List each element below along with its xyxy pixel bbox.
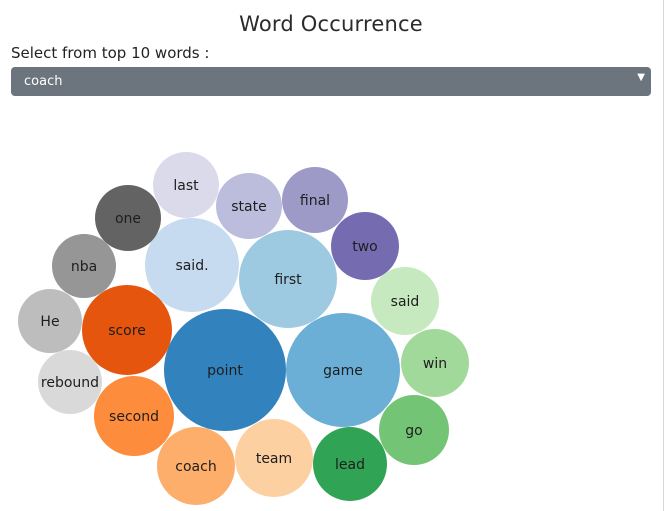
bubble-circle bbox=[286, 313, 400, 427]
bubble-label: one bbox=[115, 211, 141, 227]
bubble-label: said bbox=[391, 294, 420, 310]
bubble-circle bbox=[95, 185, 161, 251]
bubble-final: final bbox=[282, 167, 348, 233]
bubble-circle bbox=[331, 212, 399, 280]
bubble-circle bbox=[371, 267, 439, 335]
bubble-circle bbox=[157, 427, 235, 505]
chevron-down-icon: ▼ bbox=[637, 72, 645, 83]
bubble-said: said. bbox=[145, 218, 239, 312]
bubble-point: point bbox=[164, 309, 286, 431]
bubble-label: nba bbox=[71, 259, 97, 275]
bubble-label: two bbox=[352, 239, 378, 255]
bubble-label: score bbox=[108, 323, 146, 339]
bubble-circle bbox=[145, 218, 239, 312]
bubble-label: win bbox=[423, 356, 447, 372]
bubble-he: He bbox=[18, 289, 82, 353]
select-label: Select from top 10 words : bbox=[11, 44, 210, 62]
bubble-said: said bbox=[371, 267, 439, 335]
bubble-circle bbox=[282, 167, 348, 233]
bubble-label: said. bbox=[175, 258, 208, 274]
word-select-value: coach bbox=[24, 74, 63, 89]
bubble-circle bbox=[379, 395, 449, 465]
bubble-rebound: rebound bbox=[38, 350, 102, 414]
bubble-nba: nba bbox=[52, 234, 116, 298]
bubble-label: state bbox=[231, 199, 266, 215]
bubble-label: final bbox=[300, 193, 330, 209]
bubble-label: first bbox=[274, 272, 302, 288]
bubble-circle bbox=[82, 285, 172, 375]
bubble-go: go bbox=[379, 395, 449, 465]
bubble-label: go bbox=[405, 423, 422, 439]
bubble-two: two bbox=[331, 212, 399, 280]
bubble-label: team bbox=[256, 451, 292, 467]
bubble-second: second bbox=[94, 376, 174, 456]
bubble-label: game bbox=[323, 363, 363, 379]
bubble-win: win bbox=[401, 329, 469, 397]
page-title: Word Occurrence bbox=[239, 12, 423, 36]
bubble-first: first bbox=[239, 230, 337, 328]
bubble-label: last bbox=[173, 178, 199, 194]
bubble-coach: coach bbox=[157, 427, 235, 505]
bubble-circle bbox=[38, 350, 102, 414]
bubble-circle bbox=[313, 427, 387, 501]
bubble-circle bbox=[164, 309, 286, 431]
bubble-circle bbox=[239, 230, 337, 328]
bubble-label: coach bbox=[175, 459, 216, 475]
bubble-state: state bbox=[216, 173, 282, 239]
bubble-circle bbox=[153, 152, 219, 218]
bubble-circle bbox=[94, 376, 174, 456]
bubble-circle bbox=[52, 234, 116, 298]
divider bbox=[663, 0, 664, 511]
bubble-team: team bbox=[235, 419, 313, 497]
bubble-label: lead bbox=[335, 457, 365, 473]
bubble-last: last bbox=[153, 152, 219, 218]
bubble-game: game bbox=[286, 313, 400, 427]
bubble-lead: lead bbox=[313, 427, 387, 501]
bubble-circle bbox=[235, 419, 313, 497]
word-select[interactable]: coach ▼ bbox=[11, 67, 651, 96]
bubble-label: second bbox=[109, 409, 159, 425]
bubble-circle bbox=[401, 329, 469, 397]
bubble-circle bbox=[216, 173, 282, 239]
bubble-label: rebound bbox=[41, 375, 99, 391]
bubble-circle bbox=[18, 289, 82, 353]
bubble-label: point bbox=[207, 363, 243, 379]
bubble-score: score bbox=[82, 285, 172, 375]
bubble-label: He bbox=[40, 314, 59, 330]
bubble-one: one bbox=[95, 185, 161, 251]
